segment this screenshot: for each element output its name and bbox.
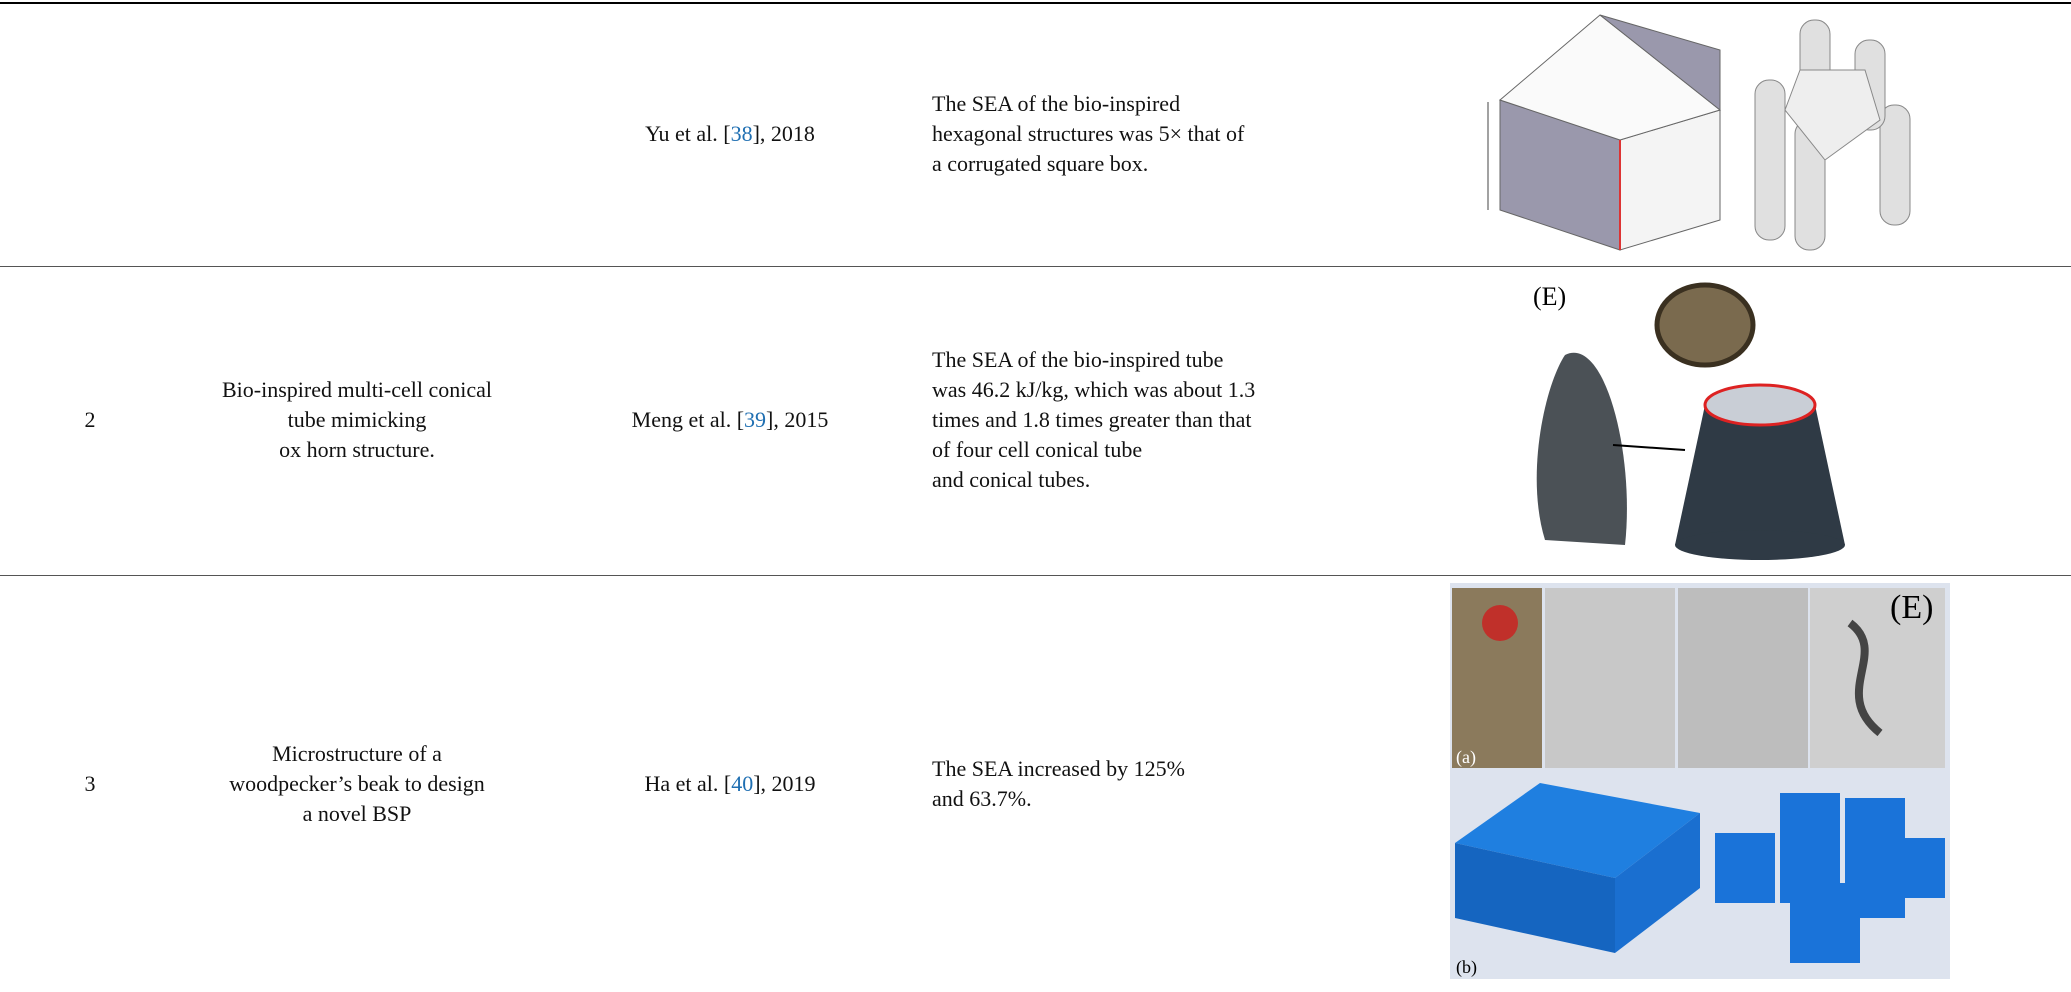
- result-line: The SEA of the bio-inspired: [932, 89, 1244, 119]
- row-number: 2: [85, 405, 96, 435]
- author: Ha et al. [: [644, 771, 731, 796]
- result-line: and 63.7%.: [932, 784, 1185, 814]
- year: ], 2019: [753, 771, 815, 796]
- description-line: woodpecker’s beak to design: [229, 769, 485, 799]
- result-line: The SEA increased by 125%: [932, 754, 1185, 784]
- result-line: hexagonal structures was 5× that of: [932, 119, 1244, 149]
- figure-box-hexagon: [1470, 10, 1920, 255]
- figure-label: (b): [1456, 957, 1477, 978]
- description-line: Microstructure of a: [229, 739, 485, 769]
- figure-woodpecker: (E) (a) (b): [1450, 583, 1950, 979]
- result-line: The SEA of the bio-inspired tube: [932, 345, 1255, 375]
- reference: Ha et al. [40], 2019: [644, 769, 815, 799]
- result: The SEA increased by 125%and 63.7%.: [932, 754, 1185, 814]
- reference: Yu et al. [38], 2018: [645, 119, 815, 149]
- row-number: 3: [85, 769, 96, 799]
- result-line: times and 1.8 times greater than that: [932, 405, 1255, 435]
- description-line: a novel BSP: [229, 799, 485, 829]
- author: Meng et al. [: [632, 407, 744, 432]
- figure-label: (a): [1456, 747, 1476, 768]
- result-line: of four cell conical tube: [932, 435, 1255, 465]
- row-rule: [0, 266, 2071, 267]
- year: ], 2015: [766, 407, 828, 432]
- citation-link[interactable]: 38: [731, 121, 753, 146]
- top-rule: [0, 2, 2071, 4]
- figure-ox-horn: (E): [1525, 275, 1870, 565]
- citation-link[interactable]: 39: [744, 407, 766, 432]
- result-line: and conical tubes.: [932, 465, 1255, 495]
- row-rule: [0, 575, 2071, 576]
- page: (E) (E) (a) (b) (() => { const data = JS…: [0, 0, 2071, 992]
- figure-label: (E): [1890, 589, 1933, 626]
- description-line: tube mimicking: [222, 405, 492, 435]
- description-line: Bio-inspired multi-cell conical: [222, 375, 492, 405]
- year: ], 2018: [753, 121, 815, 146]
- reference: Meng et al. [39], 2015: [632, 405, 829, 435]
- citation-link[interactable]: 40: [731, 771, 753, 796]
- author: Yu et al. [: [645, 121, 731, 146]
- description-line: ox horn structure.: [222, 435, 492, 465]
- figure-label: (E): [1533, 282, 1566, 311]
- result-line: a corrugated square box.: [932, 149, 1244, 179]
- result-line: was 46.2 kJ/kg, which was about 1.3: [932, 375, 1255, 405]
